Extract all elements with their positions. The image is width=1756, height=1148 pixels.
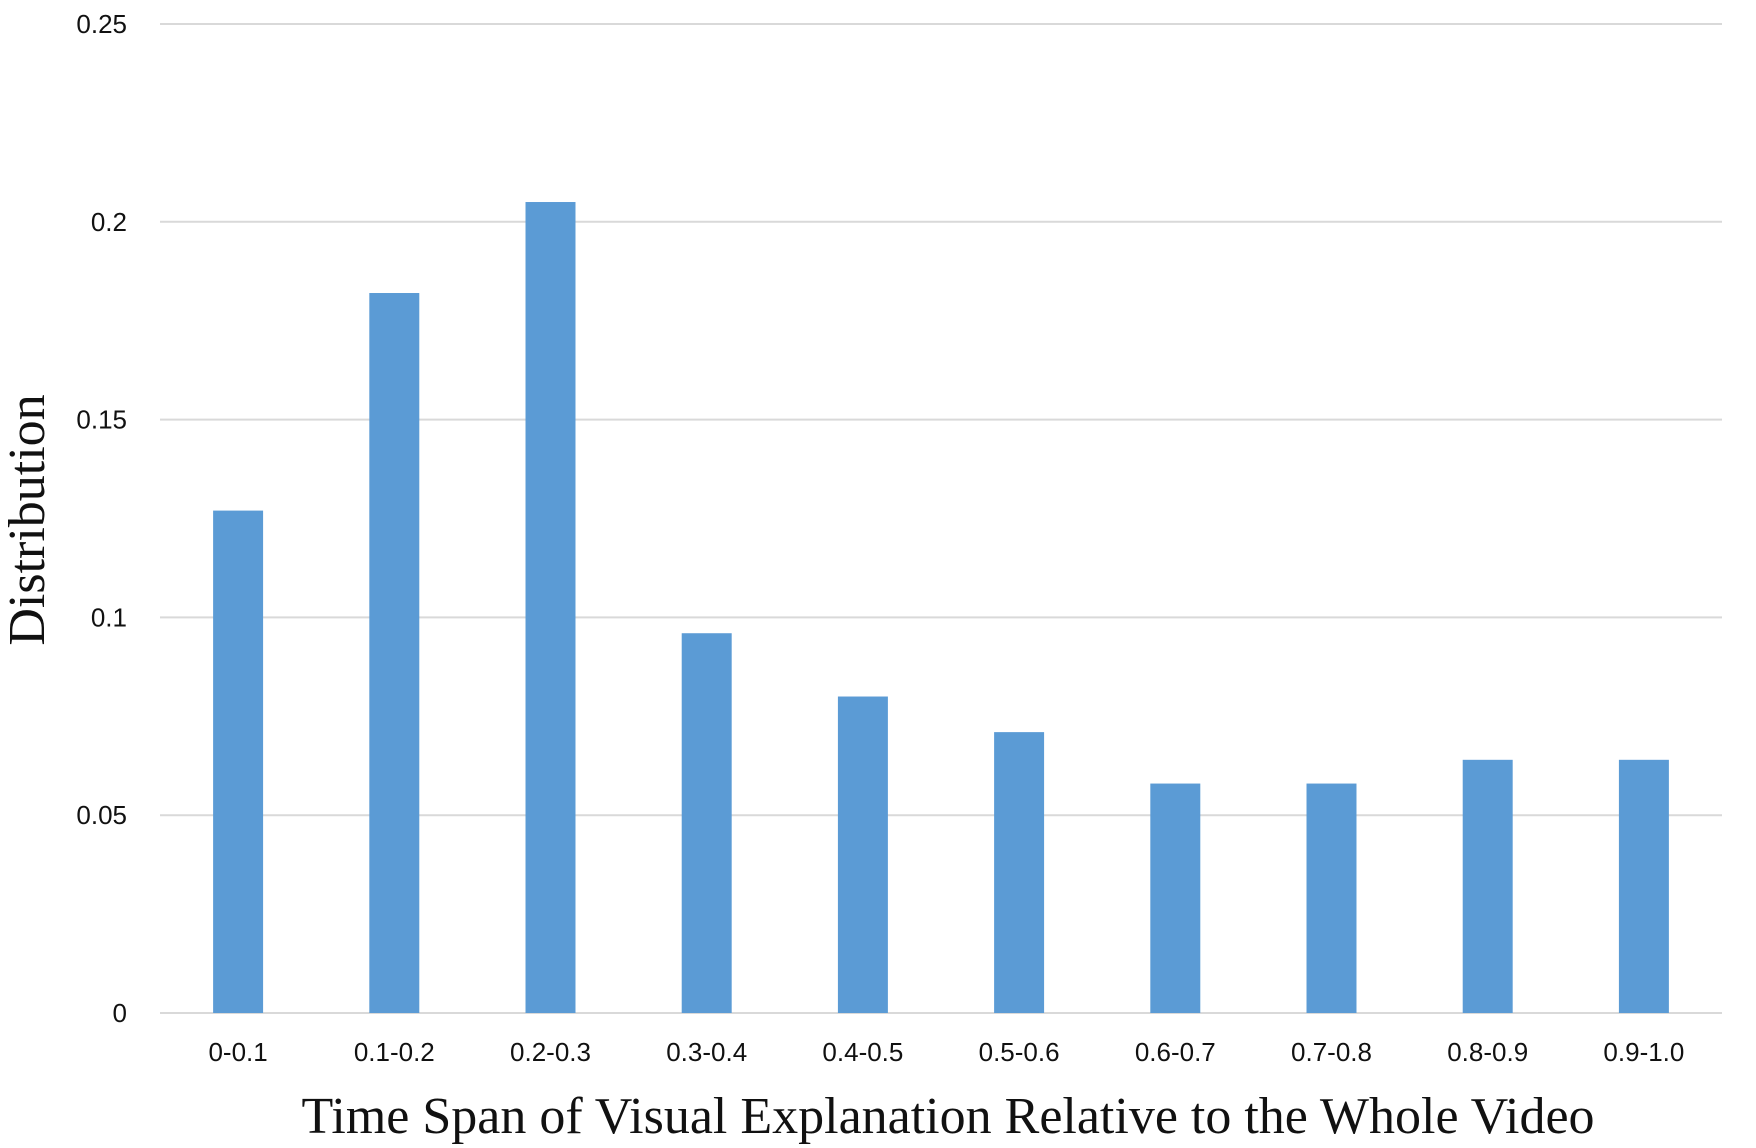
y-tick-label: 0.25 bbox=[76, 9, 127, 39]
gridlines bbox=[160, 23, 1722, 1014]
y-tick-label: 0.15 bbox=[76, 405, 127, 435]
y-axis-title: Distribution bbox=[0, 394, 56, 645]
y-tick-label: 0 bbox=[113, 998, 127, 1028]
bar-0.8-0.9 bbox=[1462, 759, 1513, 1013]
bar-0.4-0.5 bbox=[837, 696, 888, 1013]
x-tick-label: 0.4-0.5 bbox=[822, 1037, 903, 1067]
bar-0.6-0.7 bbox=[1150, 783, 1201, 1013]
bar-0.3-0.4 bbox=[681, 633, 732, 1013]
x-tick-label: 0.9-1.0 bbox=[1603, 1037, 1684, 1067]
y-tick-label: 0.2 bbox=[91, 207, 127, 237]
x-axis-ticks: 0-0.1 0.1-0.2 0.2-0.3 0.3-0.4 0.4-0.5 0.5-0.6… bbox=[208, 1037, 1684, 1067]
bars bbox=[213, 202, 1669, 1013]
x-tick-label: 0.6-0.7 bbox=[1135, 1037, 1216, 1067]
x-tick-label: 0.2-0.3 bbox=[510, 1037, 591, 1067]
bar-0.7-0.8 bbox=[1306, 783, 1357, 1013]
bar-0-0.1 bbox=[213, 510, 264, 1013]
bar-0.1-0.2 bbox=[369, 293, 420, 1013]
x-tick-label: 0.3-0.4 bbox=[666, 1037, 747, 1067]
bar-0.9-1.0 bbox=[1618, 759, 1669, 1013]
bar-0.5-0.6 bbox=[994, 732, 1045, 1013]
x-tick-label: 0-0.1 bbox=[208, 1037, 267, 1067]
y-axis-ticks: 0 0.05 0.1 0.15 0.2 0.25 bbox=[76, 9, 127, 1028]
y-tick-label: 0.05 bbox=[76, 800, 127, 830]
x-tick-label: 0.1-0.2 bbox=[354, 1037, 435, 1067]
x-tick-label: 0.5-0.6 bbox=[979, 1037, 1060, 1067]
y-tick-label: 0.1 bbox=[91, 602, 127, 632]
x-axis-title: Time Span of Visual Explanation Relative… bbox=[301, 1088, 1594, 1145]
bar-0.2-0.3 bbox=[525, 202, 576, 1013]
x-tick-label: 0.8-0.9 bbox=[1447, 1037, 1528, 1067]
x-tick-label: 0.7-0.8 bbox=[1291, 1037, 1372, 1067]
